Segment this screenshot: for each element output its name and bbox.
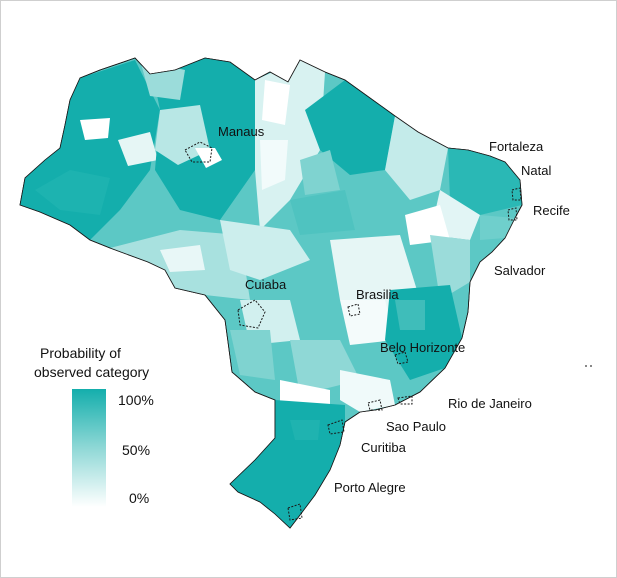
legend-color-bar xyxy=(72,389,106,507)
city-label-manaus: Manaus xyxy=(218,124,265,139)
city-label-sao-paulo: Sao Paulo xyxy=(386,419,446,434)
city-label-cuiaba: Cuiaba xyxy=(245,277,287,292)
legend-tick-50: 50% xyxy=(122,442,150,458)
city-label-belo-horizonte: Belo Horizonte xyxy=(380,340,465,355)
city-label-fortaleza: Fortaleza xyxy=(489,139,544,154)
legend: Probability of observed category 100% 50… xyxy=(34,345,154,507)
city-label-curitiba: Curitiba xyxy=(361,440,407,455)
city-label-recife: Recife xyxy=(533,203,570,218)
legend-tick-0: 0% xyxy=(129,490,149,506)
legend-tick-100: 100% xyxy=(118,392,154,408)
legend-title-line1: Probability of xyxy=(40,345,121,361)
city-label-brasilia: Brasilia xyxy=(356,287,399,302)
city-label-rio-de-janeiro: Rio de Janeiro xyxy=(448,396,532,411)
city-label-porto-alegre: Porto Alegre xyxy=(334,480,406,495)
city-label-natal: Natal xyxy=(521,163,551,178)
city-label-salvador: Salvador xyxy=(494,263,546,278)
legend-title-line2: observed category xyxy=(34,364,149,380)
island-dot xyxy=(585,365,587,367)
island-dot xyxy=(590,365,592,367)
